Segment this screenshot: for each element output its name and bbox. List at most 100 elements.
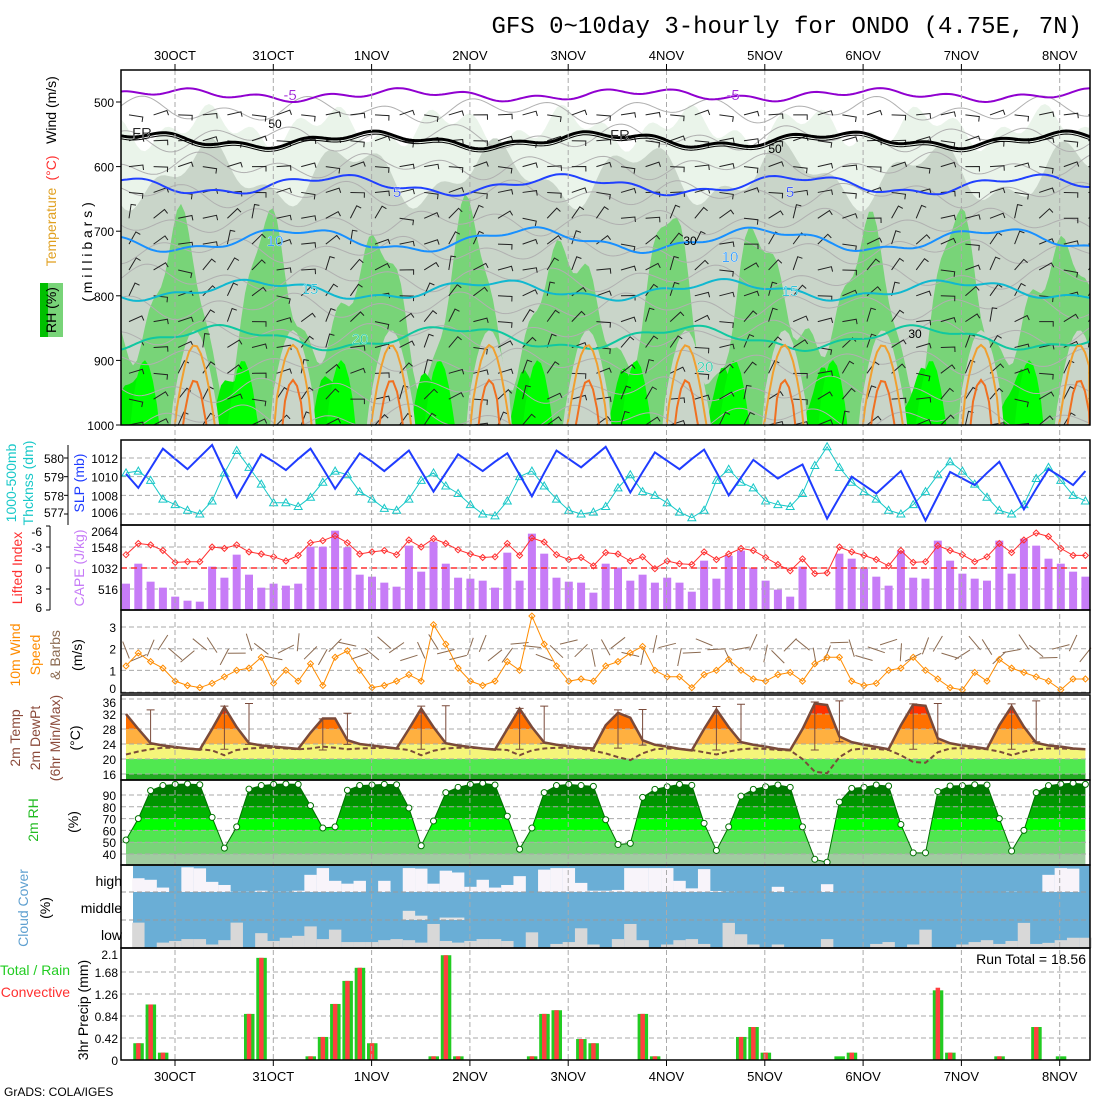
cloud-high-bar — [624, 868, 637, 892]
cloud-high-bar — [132, 878, 145, 892]
wind-barb — [719, 269, 734, 277]
thickness-point — [121, 467, 131, 477]
wind-speed-point — [232, 666, 241, 675]
convective-bar — [160, 1052, 166, 1060]
wind-speed-point — [466, 677, 475, 685]
wind-barb — [522, 413, 536, 425]
wind-barb — [202, 136, 219, 142]
wind-barb — [153, 208, 168, 219]
wind-barb — [227, 161, 243, 168]
rh-point — [220, 844, 228, 852]
wind-barb — [350, 161, 366, 168]
cape-bar — [343, 547, 352, 610]
thickness-point — [650, 490, 660, 499]
wind-barb — [915, 257, 929, 271]
convective-bar — [763, 1052, 768, 1060]
wind-barb — [276, 165, 292, 171]
wind-barb — [473, 140, 488, 147]
cloud-high-bar — [353, 880, 366, 892]
cloud-high-bar — [427, 883, 440, 892]
thickness-point — [723, 464, 734, 473]
rh-contour-line — [121, 375, 1090, 405]
wind-speed-point — [503, 657, 512, 666]
li-point — [454, 546, 462, 554]
wind-barb — [128, 398, 144, 408]
wind-barb — [251, 372, 267, 379]
bottom-date-label: 4NOV — [649, 1069, 685, 1084]
wind-barb — [669, 311, 685, 323]
wind-barb — [399, 340, 415, 348]
cape-bar — [946, 560, 955, 610]
wind-barb — [1063, 191, 1079, 198]
convective-bar — [455, 1056, 461, 1060]
wind-speed-point — [528, 612, 536, 620]
wind-barb — [178, 214, 194, 221]
wind-barb — [399, 240, 415, 247]
li-point — [663, 557, 671, 565]
wind-barb — [743, 187, 760, 193]
wind-barb — [473, 114, 488, 120]
wind-barb — [251, 191, 267, 198]
li-point — [761, 553, 770, 562]
wind-barb — [891, 339, 907, 348]
wind-barb — [497, 388, 513, 400]
wind-barb — [830, 641, 849, 644]
rain-bar — [834, 1056, 845, 1060]
wind-barb — [128, 114, 144, 122]
wind-barb — [251, 321, 267, 327]
cape-bar — [134, 563, 143, 610]
wind-barb — [153, 139, 169, 146]
wind-barb — [547, 191, 562, 199]
wind-barb — [338, 641, 357, 647]
cloud-high-bar — [771, 886, 785, 892]
cloud-high-bar — [415, 868, 428, 892]
li-point — [392, 550, 401, 559]
wind-barb — [251, 135, 268, 142]
wind-barb — [842, 213, 858, 219]
wind-barb — [866, 258, 881, 271]
contour-label: 15 — [782, 283, 799, 300]
cloud-low-bar — [292, 935, 305, 948]
cape-bar — [417, 571, 426, 610]
thickness-point — [1055, 475, 1066, 484]
cape-bar — [1056, 563, 1065, 610]
thickness-tick-label: 578 — [44, 489, 64, 503]
li-point — [478, 553, 487, 562]
wind-barb — [768, 113, 784, 119]
panel-frame — [120, 609, 1091, 694]
wind-barb — [596, 114, 611, 122]
thickness-point — [600, 501, 611, 511]
wind-speed-point — [491, 677, 499, 685]
cape-bar — [515, 580, 524, 610]
wind-speed-point — [245, 664, 253, 672]
li-line — [125, 532, 1086, 575]
wind-barb — [610, 636, 626, 649]
wind-barb — [325, 234, 341, 245]
wind-barb — [497, 340, 514, 348]
wind-barb — [670, 114, 685, 122]
wind-barb — [522, 110, 538, 117]
wind-barb — [1039, 111, 1055, 117]
wind-speed-point — [319, 681, 327, 690]
wind-speed-point — [478, 681, 487, 690]
wind-barb — [399, 217, 415, 226]
wind-speed-point — [700, 670, 708, 679]
cape-bar — [983, 580, 991, 610]
cloud-high-bar — [513, 876, 526, 892]
wind-barb — [300, 386, 314, 400]
cloud-high-bar — [820, 884, 834, 892]
wind-barb — [128, 203, 137, 219]
wind-barb — [645, 234, 661, 245]
cloud-high-bar — [402, 868, 416, 892]
wind-barb — [640, 647, 645, 665]
wind-barb — [793, 372, 808, 379]
li-point — [503, 539, 512, 548]
thickness-point — [465, 499, 476, 509]
cloud-high-bar — [439, 870, 453, 892]
wind-barb — [349, 283, 363, 297]
wind-barb — [867, 646, 885, 654]
cloud-high-bar — [501, 884, 514, 892]
wind-barb — [916, 290, 932, 297]
wind-barb — [317, 648, 328, 666]
wind-barb — [891, 191, 907, 200]
